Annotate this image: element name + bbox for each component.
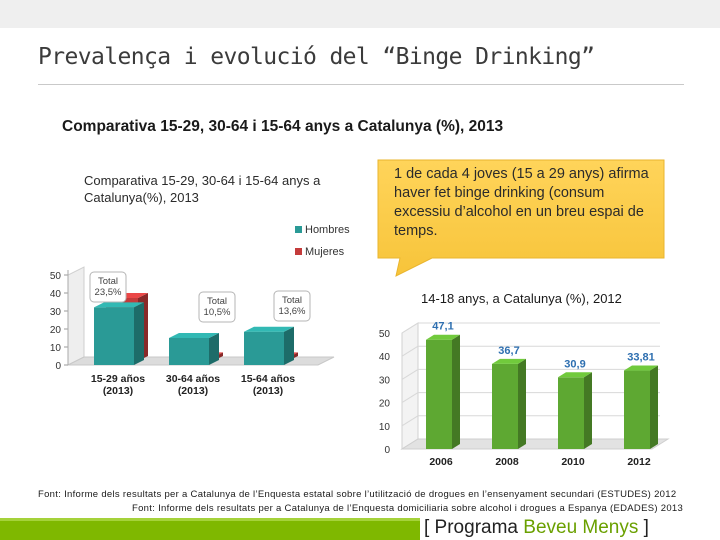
left-chart-legend-label: Mujeres [305,246,345,258]
left-chart-category-label: (2013) [178,385,208,397]
footer-brand-accent: Beveu Menys [523,517,639,538]
left-chart-total-label: Total [207,296,227,307]
right-chart-value-label: 30,9 [564,358,585,370]
source-note-estudes: Font: Informe dels resultats per a Catal… [38,489,677,500]
slide-title-text: Prevalença i evolució del “Binge Drinkin… [38,44,595,70]
source-note-edades: Font: Informe dels resultats per a Catal… [132,503,684,514]
right-chart-y-tick-label: 50 [379,329,391,340]
right-chart-bar [492,363,518,449]
right-chart-grid-diagonal [401,392,419,404]
right-chart-y-tick-label: 0 [384,445,390,456]
right-chart-grid-diagonal [401,345,419,357]
footer-brand-left: [ Programa [424,517,524,538]
left-chart-title: Comparativa 15-29, 30-64 i 15-64 anys a … [84,173,321,205]
right-chart-bar [426,339,452,449]
title-rule [38,84,684,85]
left-chart-total-label: Total [282,295,302,306]
left-chart-total-label: 10,5% [204,307,231,318]
left-chart-legend-label: Hombres [305,224,350,236]
left-chart-total-label: 23,5% [95,287,122,298]
left-chart-y-tick-label: 40 [50,289,62,300]
left-chart-bar-top [94,302,144,308]
right-chart-bar-top [624,365,658,371]
left-chart-bar-top [244,326,294,332]
right-chart-value-label: 47,1 [432,321,453,333]
right-chart-bar-side [650,365,658,449]
right-chart-grid-diagonal [401,415,419,427]
left-chart-category-label: 15-29 años [91,373,145,385]
left-chart-bar-top [169,333,219,338]
left-chart-total-bubble [273,290,311,322]
right-chart-y-tick-label: 40 [379,352,391,363]
left-chart-category-label: (2013) [253,385,283,397]
left-chart-category-label: 30-64 años [166,373,220,385]
right-chart-category-label: 2012 [627,456,651,468]
right-chart-category-label: 2008 [495,456,519,468]
slide-title: Prevalença i evolució del “Binge Drinkin… [38,44,698,70]
right-chart-side-wall [401,322,419,450]
right-chart-bar [624,370,650,449]
right-chart-y-tick-label: 20 [379,399,391,410]
left-chart-y-tick-label: 20 [50,325,62,336]
left-chart-total-bubble [89,271,127,303]
right-chart-value-label: 33,81 [627,352,655,364]
left-chart-y-tick-label: 50 [50,271,62,282]
left-chart-bar [169,338,209,365]
callout-box [377,159,665,277]
right-chart-category-label: 2010 [561,456,585,468]
left-chart-total-label: Total [98,276,118,287]
left-chart-y-tick-label: 10 [50,343,62,354]
left-chart-category-label: 15-64 años [241,373,295,385]
left-chart-bar-side [209,333,219,365]
left-chart-total-label: 13,6% [279,306,306,317]
left-chart-y-tick-label: 0 [55,361,61,372]
right-chart-bar-top [492,358,526,364]
right-chart-y-tick-label: 30 [379,375,391,386]
top-band [0,0,720,28]
right-chart-grid-diagonal [401,368,419,380]
right-chart-bar-side [518,358,526,449]
left-chart-bar-side [134,302,144,365]
right-chart-y-tick-label: 10 [379,422,391,433]
left-chart-total-bubble [198,291,236,323]
footer-brand-right: ] [638,517,649,538]
right-chart-bar-side [584,372,592,449]
left-chart-legend-swatch [295,248,302,255]
left-chart-side-wall [67,266,85,366]
right-chart-bar-top [558,372,592,378]
right-chart-bar-top [426,334,460,340]
callout-text: 1 de cada 4 joves (15 a 29 anys) afirma … [394,166,649,239]
left-chart-bar-side [284,326,294,365]
right-chart-category-label: 2006 [429,456,453,468]
left-chart-y-tick-label: 30 [50,307,62,318]
slide-subtitle: Comparativa 15-29, 30-64 i 15-64 anys a … [62,118,504,135]
left-chart-bar [94,307,134,365]
right-chart-grid-diagonal [401,322,419,334]
left-chart-bar [244,331,284,365]
right-chart: 0 10 20 30 40 50 47,1 2006 36,7 2008 30,9 2010 33,81… [379,321,670,468]
left-chart-category-label: (2013) [103,385,133,397]
right-chart-bar-side [452,334,460,449]
left-chart-legend-swatch [295,226,302,233]
right-chart-bar [558,377,584,449]
footer-green-bar [0,518,420,540]
footer-brand: [ Programa Beveu Menys ] [424,517,649,539]
footer-green-stripe [0,518,420,521]
right-chart-title: 14-18 anys, a Catalunya (%), 2012 [421,291,622,306]
right-chart-value-label: 36,7 [498,345,519,357]
